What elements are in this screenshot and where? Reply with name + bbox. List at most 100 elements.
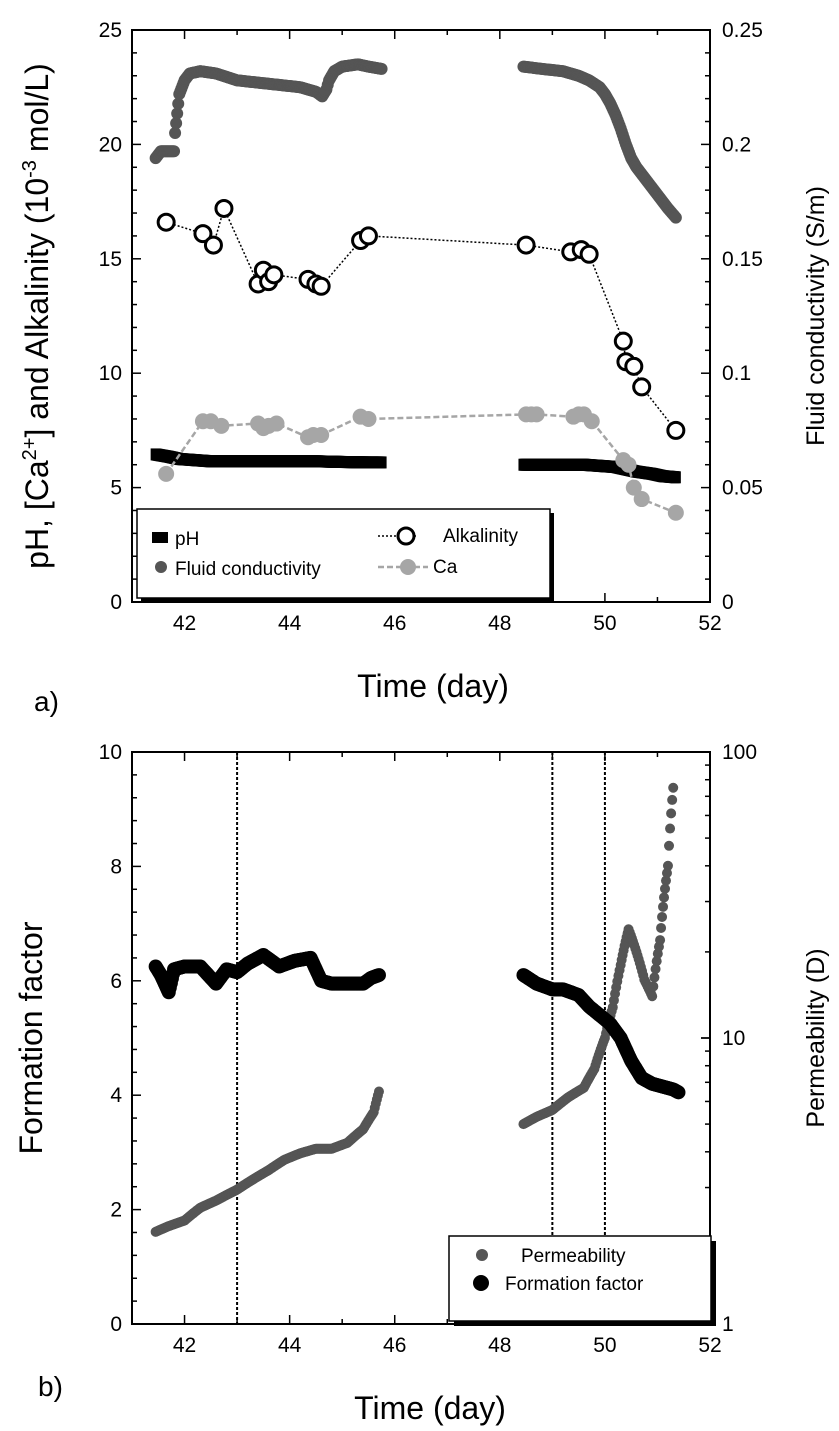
- data-point: [203, 235, 223, 255]
- data-point: [666, 808, 677, 819]
- data-point: [371, 968, 386, 983]
- y-tick-label: 10: [99, 741, 122, 764]
- data-point: [170, 117, 183, 130]
- data-point: [620, 456, 637, 473]
- legend-alkalinity-label: Alkalinity: [443, 526, 518, 547]
- y2-tick-label: 0: [722, 591, 734, 614]
- legend-ca-marker: [400, 559, 416, 575]
- y2-tick-label: 0.1: [722, 362, 751, 385]
- data-point: [669, 211, 682, 224]
- data-point: [655, 935, 666, 946]
- data-point: [613, 331, 633, 351]
- data-point: [633, 491, 650, 508]
- y-ticks-a: 0 5 10 15 20 25: [99, 19, 141, 614]
- series-alkalinity: [156, 198, 686, 440]
- x-tick-label: 52: [698, 1334, 721, 1357]
- legend-a-box: [136, 508, 551, 599]
- x-axis-title-b: Time (day): [354, 1390, 506, 1426]
- data-point: [668, 782, 679, 793]
- x-tick-label: 46: [383, 612, 406, 635]
- data-point: [625, 479, 642, 496]
- y2-tick-label: 0.2: [722, 133, 751, 156]
- y-tick-label: 4: [110, 1084, 122, 1107]
- legend-conductivity-label: Fluid conductivity: [175, 559, 321, 580]
- series-formation-factor: [148, 948, 686, 1100]
- data-point: [169, 126, 182, 139]
- x-tick-label: 42: [173, 1334, 196, 1357]
- y2-tick-label: 10: [722, 1027, 745, 1050]
- x-tick-label: 48: [488, 612, 511, 635]
- data-point: [662, 860, 673, 871]
- x-tick-label: 48: [488, 1334, 511, 1357]
- y2-axis-title-a: Fluid conductivity (S/m): [802, 186, 830, 446]
- data-point: [213, 417, 230, 434]
- series-ph: [150, 448, 681, 484]
- series-line: [165, 206, 677, 431]
- legend-b: Permeability Formation factor: [448, 1235, 716, 1326]
- data-point: [214, 198, 234, 218]
- data-point: [360, 410, 377, 427]
- y2-tick-label: 0.15: [722, 248, 763, 271]
- series-ca: [158, 406, 684, 521]
- y2-tick-label: 1: [722, 1313, 734, 1336]
- x-tick-label: 42: [173, 612, 196, 635]
- data-point: [528, 406, 545, 423]
- y2-tick-label: 0.05: [722, 477, 763, 500]
- data-point: [658, 901, 669, 912]
- x-tick-label: 50: [593, 1334, 616, 1357]
- y-ticks-b: 0 2 4 6 8 10: [99, 741, 141, 1336]
- data-point: [168, 145, 181, 158]
- y-tick-label: 6: [110, 970, 122, 993]
- data-point: [158, 465, 175, 482]
- legend-permeability-marker: [476, 1249, 488, 1261]
- data-point: [667, 794, 678, 805]
- x-tick-label: 52: [698, 612, 721, 635]
- data-point: [650, 963, 661, 974]
- x-tick-label: 44: [278, 612, 302, 635]
- data-point: [264, 265, 284, 285]
- legend-ca-label: Ca: [433, 557, 458, 578]
- data-point: [583, 413, 600, 430]
- y-tick-label: 0: [110, 591, 122, 614]
- data-point: [156, 212, 176, 232]
- data-point: [193, 224, 213, 244]
- y-axis-title-a: pH, [Ca2+] and Alkalinity (10-3mol/L): [19, 63, 55, 569]
- data-point: [651, 956, 662, 967]
- data-point: [376, 456, 387, 469]
- data-point: [667, 504, 684, 521]
- y2-tick-label: 100: [722, 741, 757, 764]
- legend-conductivity-marker: [155, 561, 167, 573]
- data-point: [373, 1086, 384, 1097]
- x-ticks-a: 42 44 46 48 50 52: [131, 30, 722, 635]
- data-point: [664, 840, 675, 851]
- data-point: [624, 356, 644, 376]
- legend-permeability-label: Permeability: [521, 1246, 626, 1267]
- data-point: [516, 235, 536, 255]
- series-fluid-conductivity: [149, 58, 682, 224]
- data-point: [172, 97, 185, 110]
- data-point: [665, 823, 676, 834]
- data-point: [632, 377, 652, 397]
- data-point: [670, 471, 681, 484]
- data-point: [657, 911, 668, 922]
- x-tick-label: 50: [593, 612, 616, 635]
- plot-area-a: [149, 58, 686, 521]
- x-ticks-b: 42 44 46 48 50 52: [131, 752, 722, 1357]
- panel-label-a: a): [34, 686, 59, 717]
- legend-formation-factor-label: Formation factor: [505, 1274, 644, 1295]
- data-point: [375, 62, 388, 75]
- y-tick-label: 15: [99, 248, 122, 271]
- x-axis-title-a: Time (day): [357, 668, 509, 704]
- y2-tick-label: 0.25: [722, 19, 763, 42]
- data-point: [656, 922, 667, 933]
- x-tick-label: 46: [383, 1334, 406, 1357]
- y-tick-label: 20: [99, 133, 122, 156]
- data-point: [671, 1085, 686, 1100]
- data-point: [579, 244, 599, 264]
- series-permeability: [150, 782, 679, 1237]
- data-point: [358, 226, 378, 246]
- y2-axis-title-b: Permeability (D): [802, 948, 830, 1127]
- y-tick-label: 0: [110, 1313, 122, 1336]
